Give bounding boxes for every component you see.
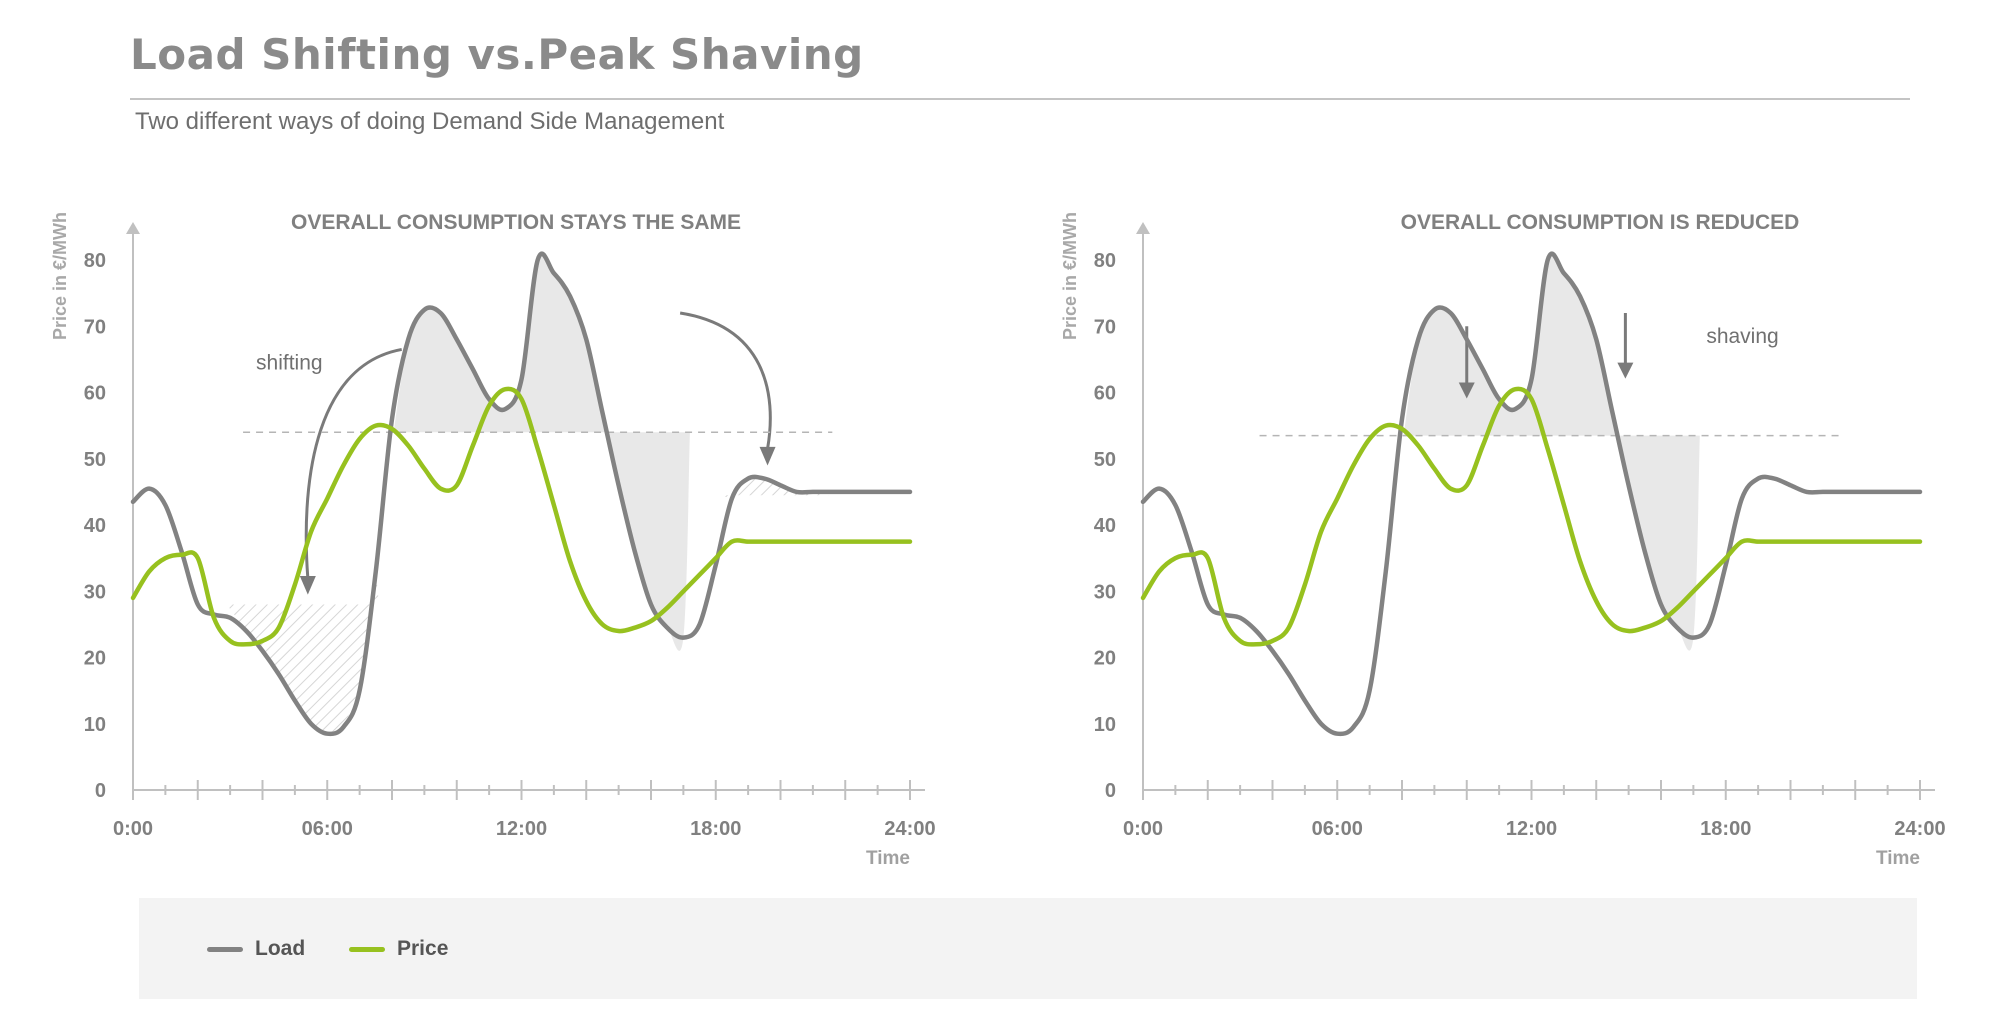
x-tick-label: 24:00 xyxy=(884,818,935,840)
y-tick-label: 60 xyxy=(84,383,106,405)
y-tick-label: 20 xyxy=(1094,648,1116,670)
y-tick-label: 80 xyxy=(1094,250,1116,272)
price-series-line xyxy=(130,386,913,647)
x-tick-label: 06:00 xyxy=(1312,818,1363,840)
y-tick-label: 60 xyxy=(1094,383,1116,405)
y-tick-label: 0 xyxy=(95,780,106,802)
legend: Load Price xyxy=(139,898,1917,999)
y-tick-label: 0 xyxy=(1105,780,1116,802)
y-tick-label: 50 xyxy=(1094,449,1116,471)
shave-arrow-1-head xyxy=(1458,382,1475,399)
valley-hatch-morning xyxy=(226,571,379,734)
y-axis-label: Price in €/MWh xyxy=(50,212,70,340)
y-tick-label: 30 xyxy=(1094,581,1116,603)
y-axis-arrow xyxy=(126,222,140,234)
y-tick-label: 10 xyxy=(1094,714,1116,736)
y-tick-label: 40 xyxy=(1094,515,1116,537)
x-tick-label: 18:00 xyxy=(690,818,741,840)
shift-arrow-right xyxy=(679,311,772,450)
shave-arrow-2-head xyxy=(1617,362,1634,379)
x-tick-label: 0:00 xyxy=(1123,818,1163,840)
legend-swatch-price xyxy=(349,946,385,952)
legend-swatch-load xyxy=(207,946,243,952)
shifting-annotation: shifting xyxy=(256,351,323,374)
shaving-annotation: shaving xyxy=(1706,325,1778,348)
legend-item-price: Price xyxy=(349,934,448,964)
peak-area xyxy=(1403,253,1700,651)
x-axis-label: Time xyxy=(866,848,910,869)
page-subtitle: Two different ways of doing Demand Side … xyxy=(135,108,725,135)
chart-title: OVERALL CONSUMPTION IS REDUCED xyxy=(1401,211,1800,234)
shift-arrow-left-head xyxy=(299,576,316,595)
load-shifting-chart: OVERALL CONSUMPTION STAYS THE SAME Price … xyxy=(50,211,936,869)
load-series-line xyxy=(130,251,913,737)
legend-label-load: Load xyxy=(255,937,306,960)
load-series-line xyxy=(1140,251,1923,737)
x-tick-label: 06:00 xyxy=(302,818,353,840)
shift-arrow-right-head xyxy=(759,446,776,466)
price-series-line xyxy=(1140,386,1923,647)
legend-item-load: Load xyxy=(207,934,305,964)
x-tick-label: 12:00 xyxy=(496,818,547,840)
y-axis-label: Price in €/MWh xyxy=(1060,212,1080,340)
y-tick-label: 70 xyxy=(1094,316,1116,338)
y-tick-label: 70 xyxy=(84,316,106,338)
title-divider xyxy=(130,98,1910,100)
peak-shaving-chart: OVERALL CONSUMPTION IS REDUCED Price in €… xyxy=(1060,211,1946,869)
x-tick-label: 24:00 xyxy=(1894,818,1945,840)
y-tick-label: 30 xyxy=(84,581,106,603)
chart-title: OVERALL CONSUMPTION STAYS THE SAME xyxy=(291,211,741,234)
y-tick-label: 40 xyxy=(84,515,106,537)
y-tick-label: 50 xyxy=(84,449,106,471)
y-tick-label: 80 xyxy=(84,250,106,272)
page-title: Load Shifting vs.Peak Shaving xyxy=(130,30,864,79)
x-tick-label: 0:00 xyxy=(113,818,153,840)
y-tick-label: 10 xyxy=(84,714,106,736)
y-axis-arrow xyxy=(1136,222,1150,234)
legend-label-price: Price xyxy=(397,937,449,960)
x-axis-label: Time xyxy=(1876,848,1920,869)
x-tick-label: 12:00 xyxy=(1506,818,1557,840)
x-tick-label: 18:00 xyxy=(1700,818,1751,840)
y-tick-label: 20 xyxy=(84,648,106,670)
